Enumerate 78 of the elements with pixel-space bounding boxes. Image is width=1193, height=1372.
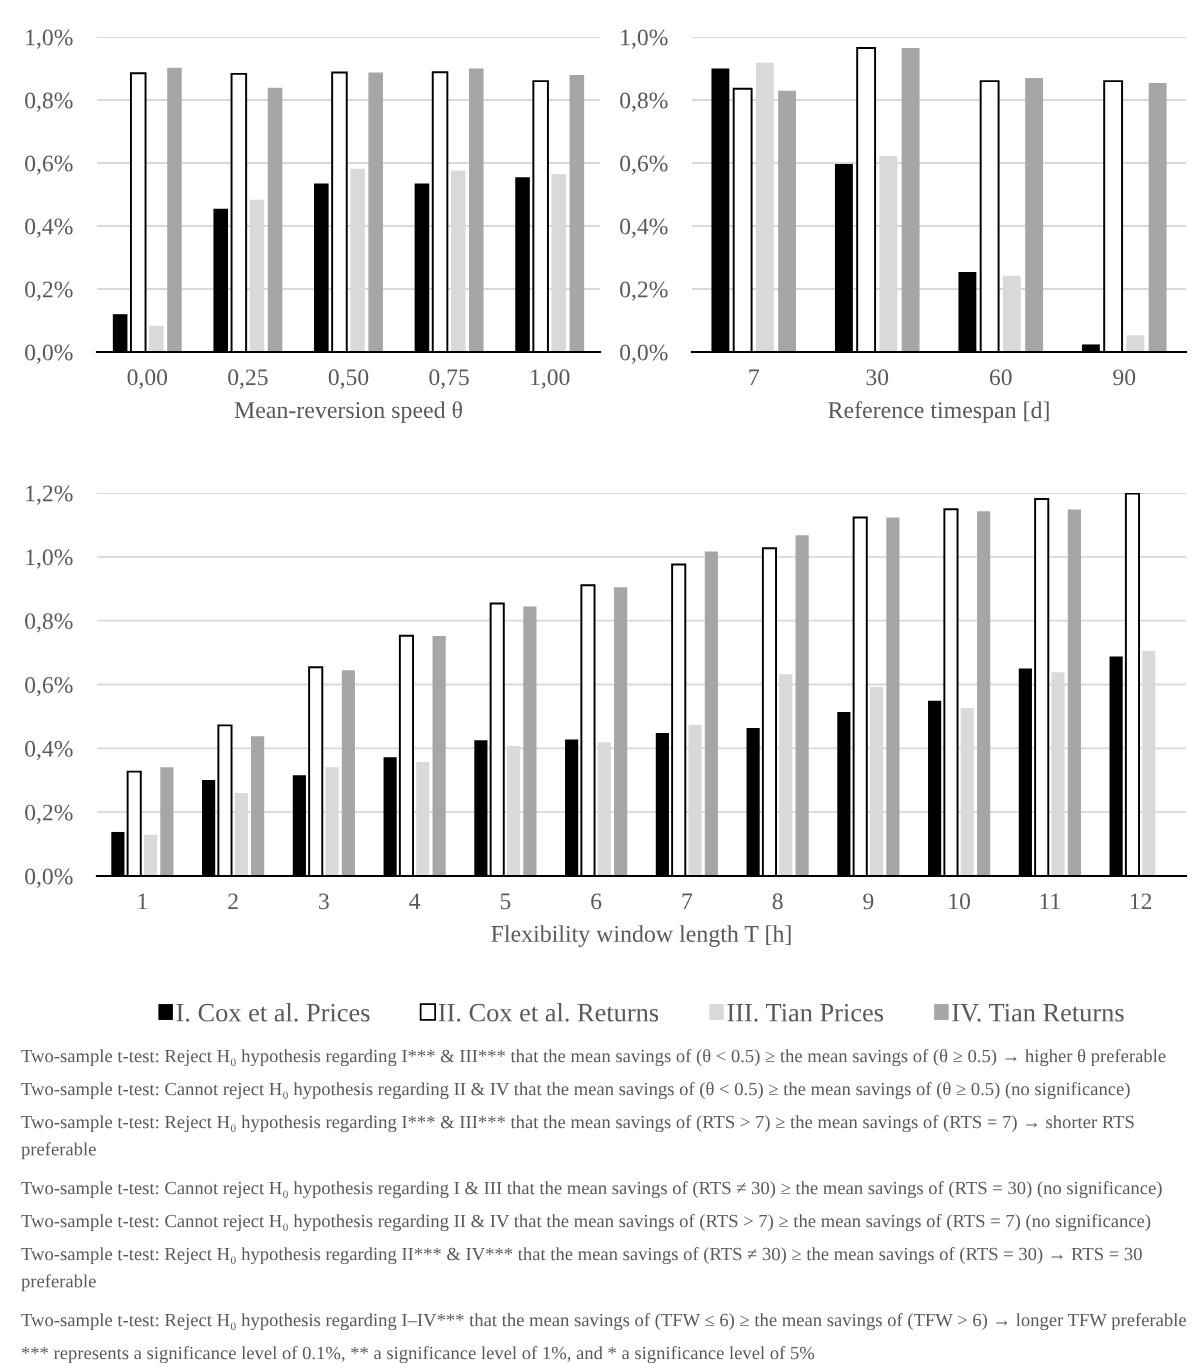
bar — [468, 68, 484, 352]
x-tick-label: 4 — [409, 893, 421, 910]
y-tick-label: 0,6% — [25, 676, 73, 697]
y-tick-label: 0,8% — [25, 92, 73, 112]
x-tick-label: 5 — [500, 893, 511, 910]
bar — [432, 635, 446, 876]
bar — [1025, 77, 1044, 352]
y-tick-label: 0,0% — [25, 344, 73, 364]
text: Two-sample t-test: Reject H₀ hypothesis regarding I*** & III*** that the mean savings of (RTS > 7) ≥ the mean savings of (RTS = 7) → shorter RTS preferable — [21, 1115, 1134, 1160]
y-tick-label: 0,6% — [25, 155, 73, 175]
text: Two-sample t-test: Cannot reject H₀ hypothesis regarding II & IV that the mean savings of (RTS > 7) ≥ the mean savings of (RTS = 7) (no significance) — [21, 1214, 1151, 1232]
text: Two-sample t-test: Reject H₀ hypothesis regarding I–IV*** that the mean savings of (TFW ≤ 6) ≥ the mean savings of (TFW > 6) → longer TFW preferable — [21, 1313, 1186, 1331]
bar — [368, 72, 383, 352]
x-tick-label: 0,75 — [429, 369, 469, 389]
bar — [1067, 509, 1081, 876]
y-tick-label: 0,2% — [620, 281, 668, 301]
x-tick-label: 0,50 — [328, 369, 369, 389]
x-tick-label: 6 — [591, 893, 602, 910]
x-tick-label: 30 — [866, 369, 889, 386]
x-tick-label: 12 — [1130, 893, 1152, 910]
x-tick-label: 7 — [749, 369, 759, 386]
x-axis-title: Reference timespan [d] — [828, 401, 1049, 424]
bar — [341, 670, 355, 876]
x-axis-title: Flexibility window length T [h] — [491, 925, 791, 947]
bar — [160, 767, 174, 876]
bar — [901, 48, 920, 352]
bar — [1126, 335, 1145, 352]
bar — [704, 551, 718, 876]
y-tick-label: 0,0% — [25, 868, 73, 888]
bar — [149, 325, 164, 352]
text: *** represents a significance level of 0.1%, ** a significance level of 1%, and * a significance level of 5% — [21, 1346, 815, 1364]
y-tick-label: 0,6% — [620, 155, 668, 175]
x-tick-label: 8 — [772, 893, 783, 910]
text: Two-sample t-test: Cannot reject H₀ hypothesis regarding I & III that the mean savings of (RTS ≠ 30) ≥ the mean savings of (RTS = 30) (no significance) — [21, 1181, 1162, 1199]
bar — [569, 75, 585, 352]
bar — [143, 834, 158, 876]
y-tick-label: 0,4% — [25, 740, 73, 761]
x-tick-label: 2 — [228, 893, 238, 910]
y-tick-label: 0,8% — [25, 613, 73, 633]
text: Two-sample t-test: Reject H₀ hypothesis regarding I*** & III*** that the mean savings of (θ < 0.5) ≥ the mean savings of (θ ≥ 0.5) → higher θ preferable — [21, 1049, 1166, 1067]
bar — [1148, 82, 1167, 352]
y-tick-label: 1,0% — [26, 29, 73, 49]
bar — [886, 517, 900, 876]
x-tick-label: 11 — [1040, 893, 1060, 910]
bar — [795, 535, 809, 876]
bar — [523, 606, 537, 876]
x-tick-label: 1 — [138, 893, 147, 910]
y-tick-label: 0,4% — [25, 218, 73, 238]
x-tick-label: 0,25 — [228, 369, 268, 389]
x-tick-label: 7 — [682, 893, 693, 910]
y-tick-label: 1,0% — [26, 549, 73, 569]
y-tick-label: 0,0% — [620, 344, 668, 364]
bar — [267, 87, 283, 352]
y-tick-label: 0,4% — [620, 218, 668, 238]
y-tick-label: 1,2% — [26, 485, 73, 505]
bar — [778, 90, 797, 352]
text: Two-sample t-test: Reject H₀ hypothesis regarding II*** & IV*** that the mean savings of (RTS ≠ 30) ≥ the mean savings of (RTS = 30) → RTS = 30 preferable — [21, 1247, 1142, 1292]
x-tick-label: 90 — [1113, 369, 1136, 386]
bar — [977, 511, 991, 876]
bar — [614, 587, 628, 876]
y-tick-label: 0,2% — [25, 281, 73, 301]
x-tick-label: 1,00 — [531, 369, 570, 389]
x-tick-label: 0,00 — [127, 369, 168, 389]
text: Two-sample t-test: Cannot reject H₀ hypothesis regarding II & IV that the mean savings of (θ < 0.5) ≥ the mean savings of (θ ≥ 0.5) (no significance) — [21, 1082, 1130, 1100]
y-tick-label: 0,8% — [620, 92, 668, 112]
x-tick-label: 60 — [989, 369, 1012, 386]
x-tick-label: 3 — [319, 893, 329, 910]
bar — [251, 736, 265, 876]
x-tick-label: 9 — [863, 893, 874, 910]
x-axis-title: Mean-reversion speed θ — [234, 401, 462, 423]
legend-label: I. Cox et al. Prices — [176, 1003, 370, 1022]
y-tick-label: 0,2% — [25, 804, 73, 824]
legend-label: IV. Tian Returns — [952, 1003, 1124, 1022]
legend-label: II. Cox et al. Returns — [438, 1003, 659, 1022]
y-tick-label: 1,0% — [621, 29, 668, 49]
bar — [167, 67, 182, 352]
x-tick-label: 10 — [949, 893, 971, 910]
legend-label: III. Tian Prices — [727, 1003, 884, 1022]
